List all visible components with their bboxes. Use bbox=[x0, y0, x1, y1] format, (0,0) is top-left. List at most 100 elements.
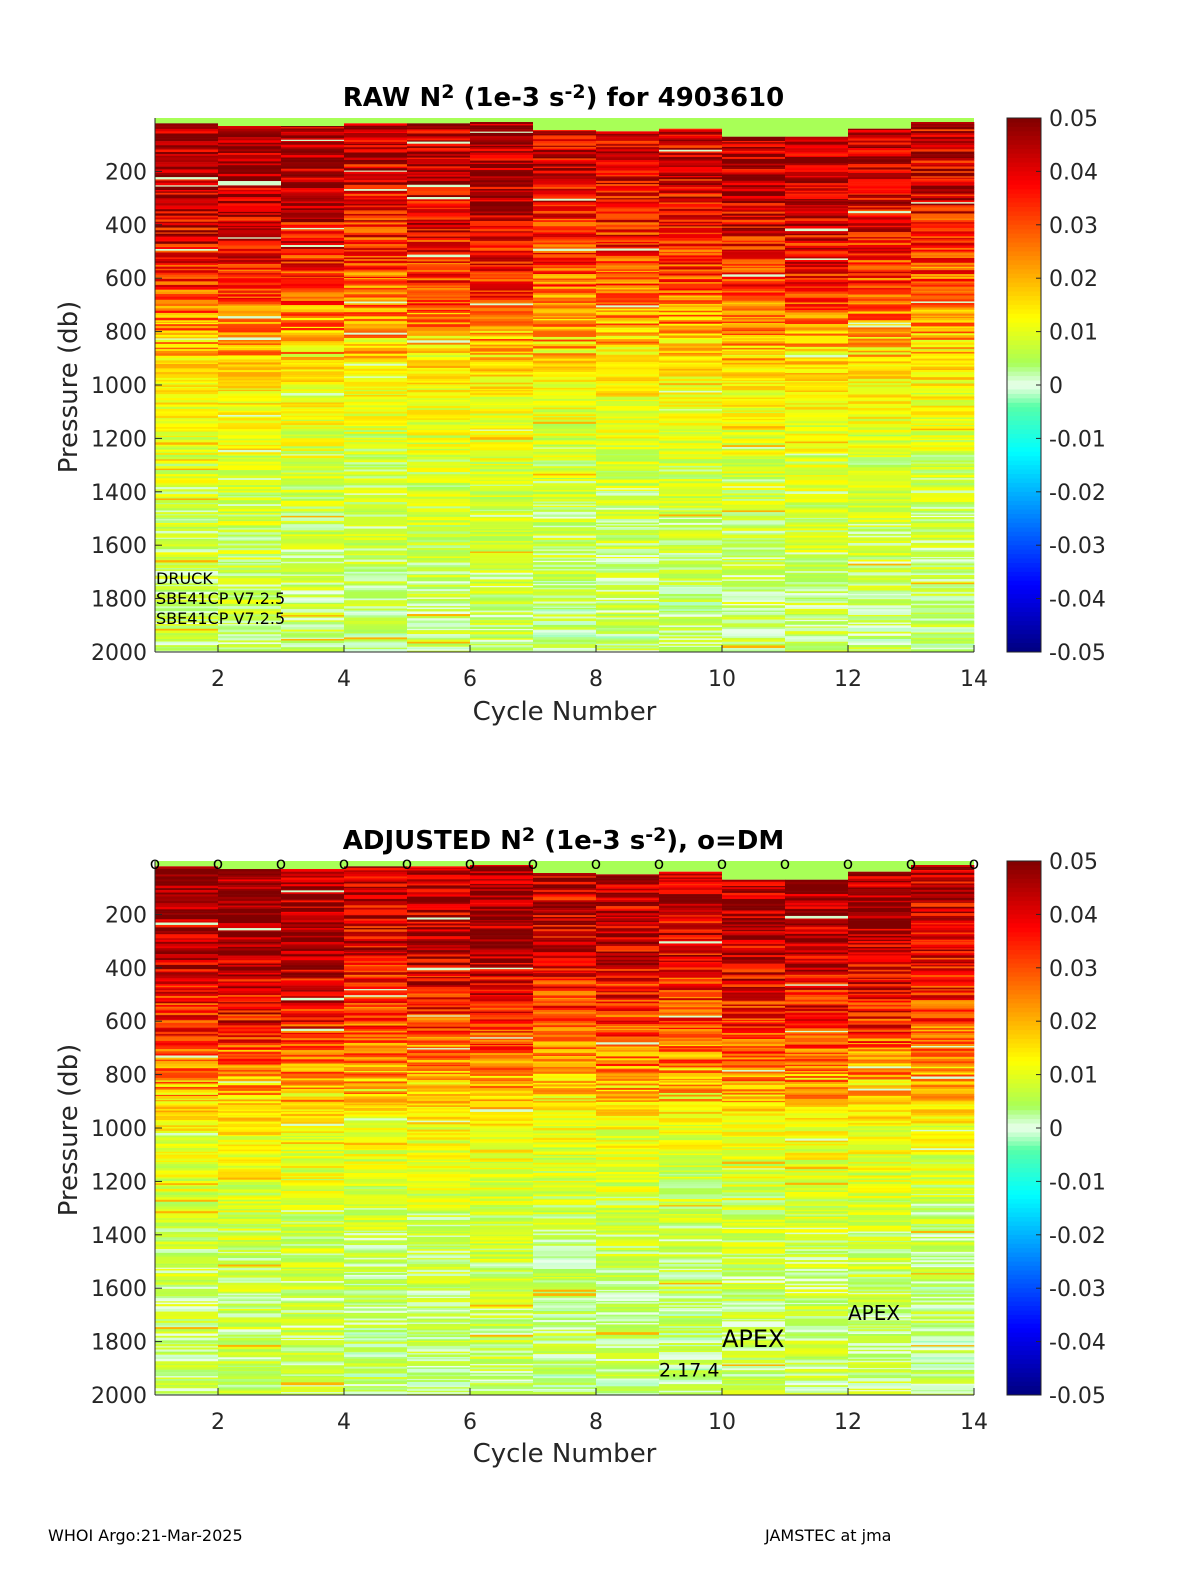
heatmap-cell bbox=[281, 332, 345, 336]
heatmap-cell bbox=[848, 421, 912, 425]
heatmap-cell bbox=[785, 477, 849, 481]
heatmap-cell bbox=[407, 180, 471, 184]
heatmap-cell bbox=[596, 279, 660, 283]
heatmap-cell bbox=[155, 145, 219, 148]
heatmap-cell bbox=[218, 167, 282, 170]
heatmap-cell bbox=[281, 1097, 345, 1101]
heatmap-cell bbox=[722, 313, 786, 316]
heatmap-cell bbox=[848, 525, 912, 528]
heatmap-cell bbox=[722, 259, 786, 263]
heatmap-cell bbox=[344, 1363, 408, 1366]
heatmap-cell bbox=[281, 253, 345, 256]
heatmap-cell bbox=[470, 234, 534, 237]
heatmap-cell bbox=[533, 348, 597, 351]
heatmap-cell bbox=[470, 257, 534, 260]
heatmap-cell bbox=[281, 1005, 345, 1007]
heatmap-cell bbox=[344, 1263, 408, 1266]
heatmap-cell bbox=[596, 648, 660, 651]
heatmap-cell bbox=[785, 220, 849, 223]
heatmap-cell bbox=[344, 1152, 408, 1155]
heatmap-cell bbox=[596, 528, 660, 531]
heatmap-cell bbox=[344, 650, 408, 653]
heatmap-cell bbox=[281, 455, 345, 459]
heatmap-cell bbox=[344, 399, 408, 403]
heatmap-cell bbox=[848, 299, 912, 301]
heatmap-cell bbox=[155, 1081, 219, 1084]
heatmap-cell bbox=[344, 1163, 408, 1166]
heatmap-cell bbox=[470, 122, 534, 125]
heatmap-cell bbox=[407, 593, 471, 596]
heatmap-cell bbox=[722, 518, 786, 521]
heatmap-cell bbox=[470, 646, 534, 649]
heatmap-cell bbox=[407, 482, 471, 486]
heatmap-cell bbox=[470, 250, 534, 253]
heatmap-cell bbox=[344, 460, 408, 463]
heatmap-cell bbox=[281, 879, 345, 883]
heatmap-cell bbox=[218, 185, 282, 189]
heatmap-cell bbox=[911, 335, 975, 339]
heatmap-cell bbox=[848, 491, 912, 494]
heatmap-cell bbox=[596, 238, 660, 241]
heatmap-cell bbox=[596, 234, 660, 237]
heatmap-cell bbox=[407, 318, 471, 321]
heatmap-cell bbox=[218, 1131, 282, 1134]
heatmap-cell bbox=[722, 176, 786, 180]
heatmap-cell bbox=[911, 463, 975, 467]
heatmap-cell bbox=[218, 1012, 282, 1015]
heatmap-cell bbox=[344, 265, 408, 268]
heatmap-cell bbox=[344, 205, 408, 208]
heatmap-cell bbox=[470, 129, 534, 132]
colorbar-segment bbox=[1007, 215, 1041, 221]
heatmap-cell bbox=[848, 203, 912, 207]
heatmap-cell bbox=[722, 565, 786, 569]
heatmap-cell bbox=[344, 451, 408, 453]
heatmap-cell bbox=[722, 226, 786, 229]
heatmap-cell bbox=[281, 1030, 345, 1034]
heatmap-cell bbox=[218, 178, 282, 182]
heatmap-cell bbox=[722, 270, 786, 273]
heatmap-cell bbox=[218, 1045, 282, 1048]
heatmap-cell bbox=[911, 280, 975, 282]
heatmap-cell bbox=[596, 524, 660, 526]
heatmap-cell bbox=[155, 1117, 219, 1119]
heatmap-cell bbox=[596, 255, 660, 259]
heatmap-cell bbox=[218, 223, 282, 227]
heatmap-cell bbox=[533, 282, 597, 285]
heatmap-cell bbox=[281, 1320, 345, 1324]
heatmap-cell bbox=[407, 157, 471, 160]
heatmap-cell bbox=[407, 207, 471, 210]
heatmap-cell bbox=[848, 286, 912, 289]
heatmap-cell bbox=[155, 1162, 219, 1165]
y-tick-label: 1800 bbox=[91, 588, 147, 613]
heatmap-cell bbox=[533, 220, 597, 223]
heatmap-cell bbox=[911, 372, 975, 375]
heatmap-cell bbox=[155, 376, 219, 379]
heatmap-cell bbox=[155, 1093, 219, 1096]
heatmap-cell bbox=[155, 330, 219, 334]
heatmap-cell bbox=[848, 393, 912, 395]
heatmap-cell bbox=[155, 1382, 219, 1386]
heatmap-cell bbox=[344, 1246, 408, 1249]
heatmap-column-3 bbox=[281, 118, 345, 653]
heatmap-cell bbox=[848, 207, 912, 210]
heatmap-cell bbox=[407, 262, 471, 265]
heatmap-cell bbox=[722, 629, 786, 632]
heatmap-cell bbox=[533, 499, 597, 502]
x-tick-label: 4 bbox=[337, 667, 351, 692]
heatmap-cell bbox=[218, 288, 282, 291]
heatmap-cell bbox=[659, 612, 723, 615]
heatmap-cell bbox=[281, 1204, 345, 1208]
heatmap-cell bbox=[785, 509, 849, 513]
heatmap-cell bbox=[659, 418, 723, 422]
heatmap-cell bbox=[407, 249, 471, 253]
heatmap-cell bbox=[722, 413, 786, 416]
heatmap-cell bbox=[848, 256, 912, 259]
heatmap-cell bbox=[911, 297, 975, 300]
heatmap-cell bbox=[218, 368, 282, 371]
heatmap-cell bbox=[218, 1121, 282, 1124]
heatmap-cell bbox=[218, 525, 282, 529]
heatmap-cell bbox=[218, 1275, 282, 1278]
heatmap-cell bbox=[344, 1366, 408, 1369]
heatmap-cell bbox=[218, 366, 282, 369]
heatmap-cell bbox=[218, 1002, 282, 1004]
